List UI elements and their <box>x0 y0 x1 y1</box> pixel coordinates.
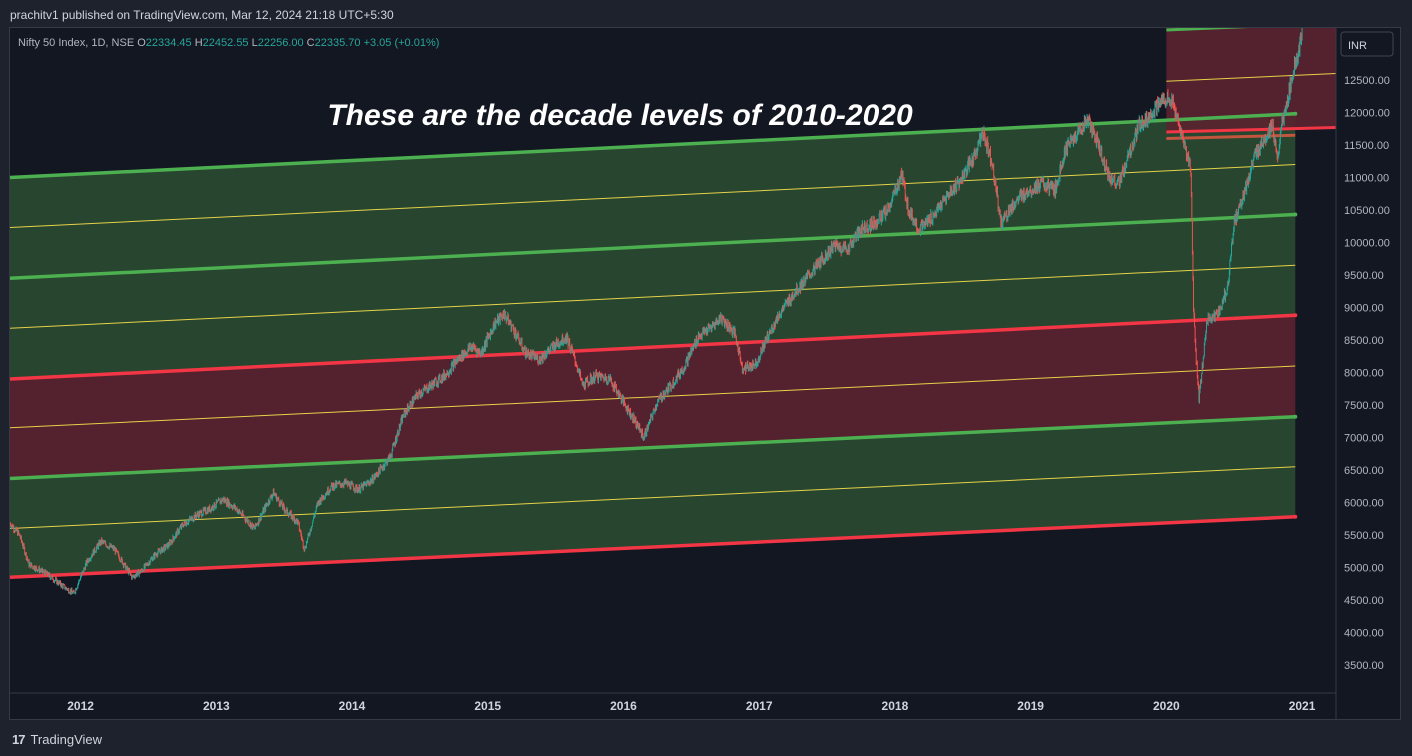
time-axis-label: 2021 <box>1289 699 1316 713</box>
legend-part: 22256.00 <box>258 37 307 49</box>
legend-part: H <box>195 37 203 49</box>
price-axis-label: 4000.00 <box>1344 628 1384 640</box>
upper-green-line <box>1166 28 1249 32</box>
channel-line-end-dot <box>1293 111 1298 116</box>
channel-line-end-dot <box>1293 514 1298 519</box>
plot-area <box>10 28 1336 595</box>
price-axis-label: 5000.00 <box>1344 563 1384 575</box>
tradingview-logo-icon: 17 <box>12 732 26 747</box>
channel-line-1 <box>10 466 1296 529</box>
price-axis-label: 6500.00 <box>1344 465 1384 477</box>
channel-line-8 <box>10 112 1296 180</box>
legend-part: 22452.55 <box>203 37 252 49</box>
legend-part: +3.05 (+0.01%) <box>364 37 440 49</box>
upper-zone <box>1166 28 1336 132</box>
price-axis-label: 12000.00 <box>1344 108 1390 120</box>
price-axis-label: 9500.00 <box>1344 270 1384 282</box>
chart-pane[interactable]: These are the decade levels of 2010-2020… <box>9 27 1401 720</box>
legend-part: C <box>307 37 315 49</box>
legend-part: 22335.70 <box>315 37 364 49</box>
channel-line-0 <box>10 515 1296 579</box>
currency-button-label: INR <box>1348 40 1367 52</box>
time-axis-label: 2015 <box>474 699 501 713</box>
price-axis-label: 8000.00 <box>1344 368 1384 380</box>
channel-line-5 <box>10 264 1296 329</box>
price-axis-label: 3500.00 <box>1344 660 1384 672</box>
time-axis-label: 2013 <box>203 699 230 713</box>
price-axis-label: 11500.00 <box>1344 140 1389 152</box>
channel-line-7 <box>10 164 1296 229</box>
legend-part: O <box>137 37 146 49</box>
ohlc-legend: Nifty 50 Index, 1D, NSE O22334.45 H22452… <box>18 37 439 49</box>
channel-line-3 <box>10 365 1296 429</box>
legend-part: L <box>252 37 258 49</box>
chart-annotation-title: These are the decade levels of 2010-2020 <box>327 99 913 132</box>
upper-red-line <box>1166 125 1336 134</box>
currency-button[interactable] <box>1340 31 1394 57</box>
channel-line-2 <box>10 414 1296 481</box>
time-axis-label: 2020 <box>1153 699 1180 713</box>
price-axis-label: 8500.00 <box>1344 335 1384 347</box>
time-axis-label: 2014 <box>339 699 366 713</box>
time-axis-label: 2016 <box>610 699 637 713</box>
time-axis-label: 2019 <box>1017 699 1044 713</box>
price-axis-label: 5500.00 <box>1344 530 1384 542</box>
price-axis-label: 12500.00 <box>1344 75 1390 87</box>
price-axis-label: 4500.00 <box>1344 595 1384 607</box>
time-axis-label: 2018 <box>882 699 909 713</box>
tradingview-logo[interactable]: 17 TradingView <box>12 732 102 747</box>
price-axis-label: 6000.00 <box>1344 498 1384 510</box>
publisher-info: prachitv1 published on TradingView.com, … <box>10 8 394 22</box>
channel-zone <box>10 416 1296 578</box>
price-axis-label: 10500.00 <box>1344 205 1390 217</box>
channel-line-end-dot <box>1293 414 1298 419</box>
channel-line-end-dot <box>1293 212 1298 217</box>
price-axis-label: 10000.00 <box>1344 238 1390 250</box>
channel-line-6 <box>10 212 1296 280</box>
time-axis-label: 2017 <box>746 699 773 713</box>
price-axis-label: 7000.00 <box>1344 433 1384 445</box>
legend-part: Nifty 50 Index, 1D, NSE <box>18 37 137 49</box>
upper-mid-line <box>1166 73 1336 82</box>
candles <box>10 28 1303 595</box>
price-axis-label: 9000.00 <box>1344 303 1384 315</box>
publish-header: prachitv1 published on TradingView.com, … <box>0 0 1412 28</box>
time-axis-label: 2012 <box>67 699 94 713</box>
footer-bar: 17 TradingView <box>0 721 1412 756</box>
price-axis-label: 7500.00 <box>1344 400 1384 412</box>
price-axis-label: 11000.00 <box>1344 173 1389 185</box>
channel-line-end-dot <box>1293 313 1298 318</box>
price-chart[interactable]: These are the decade levels of 2010-2020… <box>10 28 1400 719</box>
tradingview-brand: TradingView <box>30 732 103 747</box>
legend-part: 22334.45 <box>146 37 195 49</box>
channel-line-4 <box>10 313 1296 381</box>
